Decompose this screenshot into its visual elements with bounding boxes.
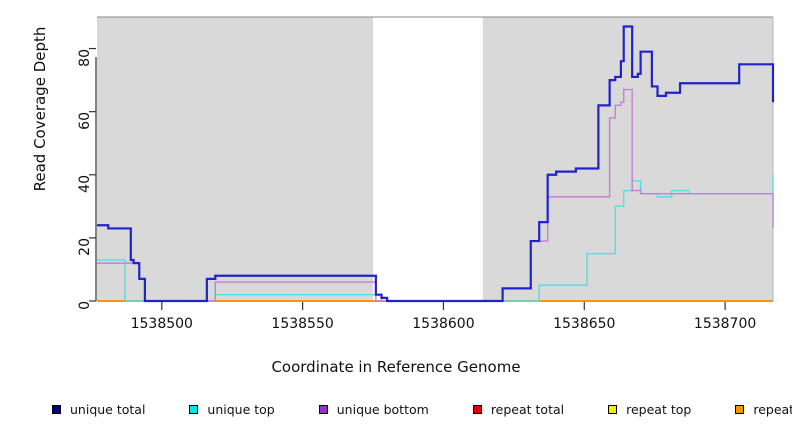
- legend-swatch-icon: [472, 404, 482, 414]
- legend-label: unique total: [70, 401, 146, 417]
- x-tick-label-4: 1538700: [693, 316, 757, 332]
- legend-swatch-icon: [735, 404, 745, 414]
- legend-swatch-icon: [189, 404, 199, 414]
- x-tick-label-2: 1538600: [412, 316, 475, 332]
- legend-label: repeat bottom: [753, 401, 792, 417]
- legend-swatch-icon: [608, 404, 618, 414]
- chart-legend: unique total unique top unique bottom repea…: [0, 398, 792, 420]
- x-tick-label-3: 1538650: [553, 316, 616, 332]
- legend-item-unique-bottom[interactable]: unique bottom: [318, 401, 429, 417]
- legend-label: unique bottom: [336, 401, 429, 417]
- legend-swatch-icon: [52, 404, 61, 414]
- legend-label: repeat top: [626, 401, 692, 417]
- legend-item-unique-top[interactable]: unique top: [189, 401, 275, 417]
- legend-item-repeat-bottom[interactable]: repeat bottom: [735, 402, 792, 417]
- x-tick-label-1: 1538550: [271, 316, 334, 332]
- series-unique-total: [97, 25, 775, 303]
- legend-item-unique-total[interactable]: unique total: [52, 402, 145, 417]
- legend-label: repeat total: [490, 401, 565, 417]
- shaded-region-0: [97, 17, 374, 301]
- legend-item-repeat-total[interactable]: repeat total: [472, 401, 565, 417]
- shaded-region-1: [482, 17, 773, 301]
- legend-label: unique top: [207, 401, 275, 417]
- x-tick-label-0: 1538500: [130, 316, 193, 332]
- x-axis-title: Coordinate in Reference Genome: [271, 358, 521, 376]
- legend-item-repeat-top[interactable]: repeat top: [608, 402, 691, 417]
- legend-swatch-icon: [318, 404, 328, 414]
